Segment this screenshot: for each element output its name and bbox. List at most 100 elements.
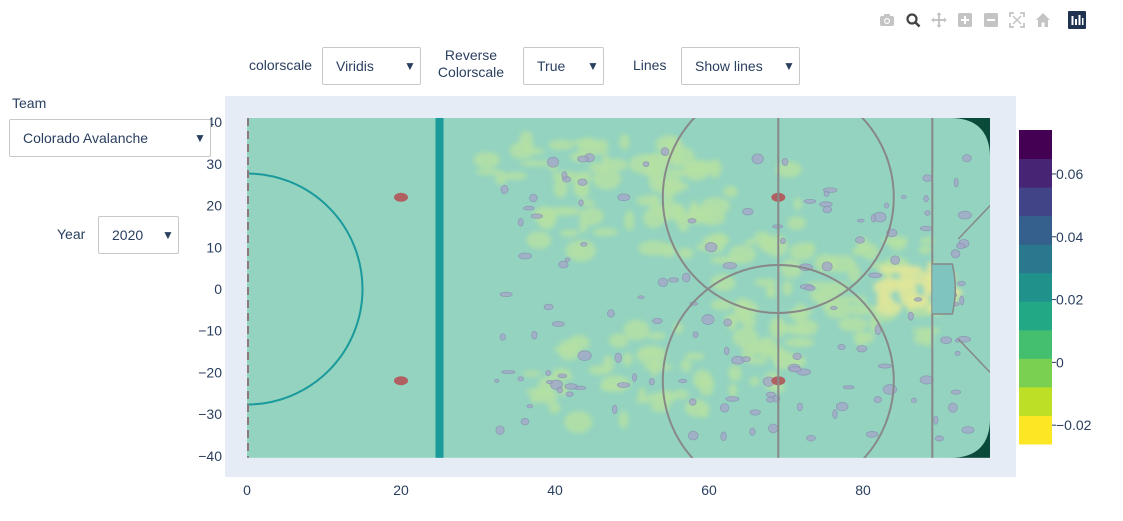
contour-spot — [530, 213, 543, 219]
autoscale-icon[interactable] — [1006, 10, 1028, 30]
zoom-out-icon[interactable] — [980, 10, 1002, 30]
y-tick-label: −40 — [198, 448, 222, 464]
density-blob — [803, 242, 816, 252]
density-blob — [728, 245, 757, 264]
contour-spot — [616, 382, 631, 388]
x-tick-label: 80 — [855, 482, 871, 498]
density-blob — [896, 277, 918, 287]
density-blob — [787, 216, 806, 231]
team-dropdown[interactable]: Colorado Avalanche ▼ — [9, 119, 211, 157]
camera-icon[interactable] — [876, 10, 898, 30]
contour-spot — [617, 193, 631, 202]
neutral-zone-dot — [394, 192, 408, 202]
density-blob — [564, 411, 593, 434]
density-blob — [889, 236, 907, 251]
colorbar-step — [1019, 301, 1052, 331]
contour-spot — [722, 261, 737, 270]
colorbar-tick-label: 0.04 — [1056, 229, 1083, 245]
contour-spot — [934, 435, 944, 442]
density-blob — [656, 202, 686, 220]
lines-label: Lines — [633, 57, 667, 73]
density-blob — [732, 327, 759, 348]
density-blob — [894, 269, 927, 276]
x-tick-label: 60 — [701, 482, 717, 498]
density-blob — [594, 138, 609, 155]
density-blob — [592, 227, 619, 237]
contour-spot — [558, 260, 569, 269]
contour-spot — [803, 198, 817, 204]
density-blob — [710, 274, 736, 292]
density-blob — [780, 259, 802, 279]
density-blob — [647, 392, 675, 403]
density-blob — [650, 358, 659, 377]
density-blob — [536, 207, 556, 230]
neutral-zone-dot — [394, 376, 408, 386]
density-blob — [728, 383, 738, 398]
density-blob — [839, 295, 868, 304]
contour-spot — [499, 291, 513, 297]
contour-spot — [578, 199, 584, 207]
contour-spot — [766, 396, 775, 403]
y-tick-label: 20 — [206, 198, 222, 214]
contour-spot — [913, 297, 923, 302]
density-blob — [672, 389, 689, 400]
contour-spot — [865, 431, 879, 438]
pan-icon[interactable] — [928, 10, 950, 30]
contour-spot — [922, 174, 933, 182]
goal-crease — [932, 263, 957, 315]
center-circle — [247, 172, 364, 406]
chevron-down-icon: ▼ — [783, 59, 795, 73]
contour-spot — [749, 409, 761, 416]
rink-plot-area[interactable] — [132, 82, 991, 497]
density-blob — [503, 172, 528, 180]
lines-dropdown[interactable]: Show lines ▼ — [681, 47, 800, 85]
contour-spot — [948, 402, 958, 413]
density-blob — [647, 332, 666, 340]
contour-spot — [501, 370, 516, 375]
contour-spot — [890, 255, 901, 265]
contour-spot — [719, 403, 730, 413]
y-tick-label: −20 — [198, 364, 222, 380]
density-blob — [664, 176, 674, 198]
density-blob — [548, 402, 561, 414]
contour-spot — [557, 373, 568, 379]
reverse-colorscale-dropdown[interactable]: True ▼ — [523, 47, 604, 85]
contour-spot — [614, 352, 622, 363]
density-blob — [624, 210, 635, 232]
x-tick-label: 20 — [393, 482, 409, 498]
trapezoid — [957, 205, 991, 373]
reverse-colorscale-value: True — [537, 58, 566, 74]
density-blob — [765, 286, 775, 295]
density-blob — [638, 240, 670, 256]
reverse-label-line2: Colorscale — [437, 64, 505, 80]
contour-spot — [495, 425, 505, 435]
density-blob — [877, 289, 890, 301]
contour-spot — [957, 210, 972, 220]
contour-spot — [529, 193, 538, 203]
density-blob — [689, 200, 700, 223]
colorbar-step — [1019, 272, 1052, 302]
contour-spot — [704, 241, 718, 253]
density-blob — [669, 149, 682, 168]
zoom-in-icon[interactable] — [954, 10, 976, 30]
density-blob — [918, 245, 933, 255]
colorscale-value: Viridis — [336, 58, 374, 74]
zoom-icon[interactable] — [902, 10, 924, 30]
contour-spot — [910, 397, 917, 403]
y-tick-label: 10 — [206, 239, 222, 255]
density-blob — [838, 317, 869, 332]
contour-spot — [607, 309, 615, 318]
density-blob — [745, 238, 758, 245]
density-blob — [623, 319, 650, 341]
density-blob — [692, 369, 712, 390]
colorscale-dropdown[interactable]: Viridis ▼ — [322, 47, 421, 85]
contour-spot — [821, 261, 833, 272]
contour-spot — [873, 396, 882, 403]
year-dropdown[interactable]: 2020 ▼ — [98, 216, 179, 254]
density-blob — [920, 237, 935, 245]
contour-spot — [749, 427, 756, 436]
contour-spot — [577, 155, 590, 163]
plotly-logo-icon[interactable] — [1066, 10, 1088, 30]
home-icon[interactable] — [1032, 10, 1054, 30]
